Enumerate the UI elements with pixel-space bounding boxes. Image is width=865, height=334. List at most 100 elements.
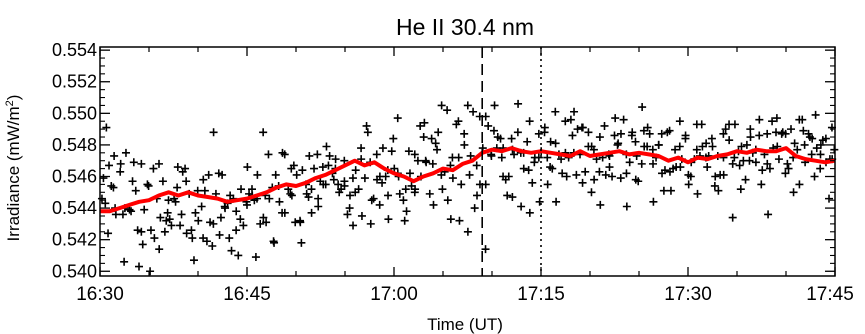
data-point	[514, 99, 523, 108]
data-point	[413, 156, 422, 165]
data-point	[149, 164, 158, 173]
data-point	[167, 221, 176, 230]
data-point	[581, 167, 590, 176]
data-point	[275, 197, 284, 206]
data-point	[551, 107, 560, 116]
data-point	[675, 142, 684, 151]
data-point	[697, 120, 706, 129]
data-point	[600, 121, 609, 130]
data-point	[578, 178, 587, 187]
data-point	[534, 153, 543, 162]
data-point	[601, 170, 610, 179]
data-point	[116, 159, 125, 168]
data-point	[208, 241, 217, 250]
data-point	[150, 234, 159, 243]
data-point	[199, 175, 208, 184]
data-point	[191, 208, 200, 217]
data-point	[789, 188, 798, 197]
data-point	[568, 131, 577, 140]
data-point	[200, 186, 209, 195]
data-point	[310, 164, 319, 173]
data-point	[763, 129, 772, 138]
data-point	[758, 166, 767, 175]
data-point	[666, 186, 675, 195]
data-point	[351, 188, 360, 197]
data-point	[499, 172, 508, 181]
data-point	[171, 197, 180, 206]
data-point	[681, 134, 690, 143]
data-point	[215, 230, 224, 239]
data-point	[318, 163, 327, 172]
data-point	[269, 237, 278, 246]
data-point	[140, 205, 149, 214]
data-point	[745, 156, 754, 165]
data-point	[102, 123, 111, 132]
data-point	[693, 189, 702, 198]
data-point	[665, 126, 674, 135]
data-point	[719, 170, 728, 179]
data-point	[590, 175, 599, 184]
data-point	[181, 164, 190, 173]
y-tick-label: 0.548	[52, 135, 97, 155]
data-point	[443, 106, 452, 115]
data-point	[795, 115, 804, 124]
data-point	[118, 210, 127, 219]
data-point	[710, 181, 719, 190]
data-point	[204, 170, 213, 179]
data-point	[349, 221, 358, 230]
data-point	[345, 204, 354, 213]
data-point	[631, 137, 640, 146]
data-point	[558, 169, 567, 178]
data-point	[708, 142, 717, 151]
data-point	[755, 115, 764, 124]
data-point	[173, 183, 182, 192]
data-point	[401, 185, 410, 194]
data-point	[746, 125, 755, 134]
data-point	[137, 227, 146, 236]
data-point	[790, 139, 799, 148]
data-point	[144, 181, 153, 190]
data-point	[427, 134, 436, 143]
data-point	[816, 150, 825, 159]
data-point	[781, 169, 790, 178]
data-point	[220, 202, 229, 211]
data-point	[507, 134, 516, 143]
data-point	[684, 180, 693, 189]
data-point	[259, 128, 268, 137]
data-point	[378, 144, 387, 153]
data-point	[793, 145, 802, 154]
data-point	[746, 133, 755, 142]
data-point	[671, 145, 680, 154]
data-point	[177, 210, 186, 219]
data-point	[389, 134, 398, 143]
data-point	[605, 163, 614, 172]
data-point	[460, 140, 469, 149]
data-point	[225, 234, 234, 243]
data-point	[128, 177, 137, 186]
data-point	[611, 114, 620, 123]
data-point	[105, 161, 114, 170]
data-point	[296, 218, 305, 227]
data-point	[188, 234, 197, 243]
data-point	[572, 170, 581, 179]
data-point	[262, 218, 271, 227]
data-point	[608, 172, 617, 181]
data-point	[460, 129, 469, 138]
data-point	[322, 142, 331, 151]
data-point	[503, 191, 512, 200]
data-point	[129, 158, 138, 167]
data-point	[725, 136, 734, 145]
data-point	[741, 175, 750, 184]
x-tick-label: 17:30	[664, 284, 712, 305]
x-tick-label: 16:45	[223, 284, 271, 305]
data-point	[595, 133, 604, 142]
data-point	[472, 161, 481, 170]
data-point	[589, 145, 598, 154]
data-point	[372, 150, 381, 159]
data-point	[446, 215, 455, 224]
data-point	[433, 145, 442, 154]
data-point	[271, 170, 280, 179]
data-point	[387, 147, 396, 156]
data-point	[437, 101, 446, 110]
